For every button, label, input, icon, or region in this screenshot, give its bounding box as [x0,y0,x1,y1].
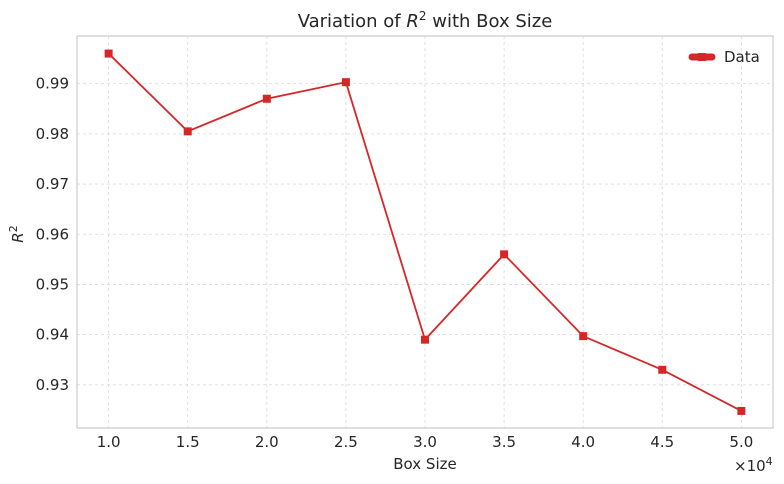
data-point [104,49,113,58]
data-point [579,332,588,341]
x-tick-label: 1.5 [176,433,200,451]
x-tick-label: 4.5 [650,433,674,451]
x-tick-label: 4.0 [571,433,595,451]
x-tick-label: 1.0 [97,433,121,451]
y-tick-label: 0.93 [36,376,69,394]
y-axis-ticks: 0.93 0.94 0.95 0.96 0.97 0.98 0.99 [36,75,69,394]
data-point [737,406,746,415]
y-tick-label: 0.98 [36,125,69,143]
data-point [658,365,667,374]
data-point [262,94,271,103]
y-tick-label: 0.97 [36,175,69,193]
data-point [421,335,429,344]
grid [77,36,773,428]
x-tick-label: 5.0 [729,433,753,451]
x-tick-label: 3.5 [492,433,516,451]
plot-frame [76,35,774,429]
y-axis-label: R2 [7,225,27,242]
y-tick-label: 0.96 [36,225,69,243]
x-axis-label: Box Size [393,455,456,473]
x-axis-ticks: 1.0 1.5 2.0 2.5 3.0 3.5 4.0 4.5 5.0 [97,433,754,451]
legend-marker-icon [698,53,706,61]
legend-label: Data [724,48,760,66]
x-tick-label: 2.0 [255,433,279,451]
x-tick-label: 3.0 [413,433,437,451]
x-tick-label: 2.5 [334,433,358,451]
legend: Data [688,48,760,66]
x-axis-offset-label: ×104 [734,455,773,475]
y-tick-label: 0.94 [36,326,69,344]
data-point [341,78,350,87]
data-point [500,250,509,259]
series [104,49,746,415]
y-tick-label: 0.95 [36,275,69,293]
data-point [183,127,192,136]
chart-title: Variation of R2 with Box Size [298,9,553,32]
y-tick-label: 0.99 [36,75,69,93]
